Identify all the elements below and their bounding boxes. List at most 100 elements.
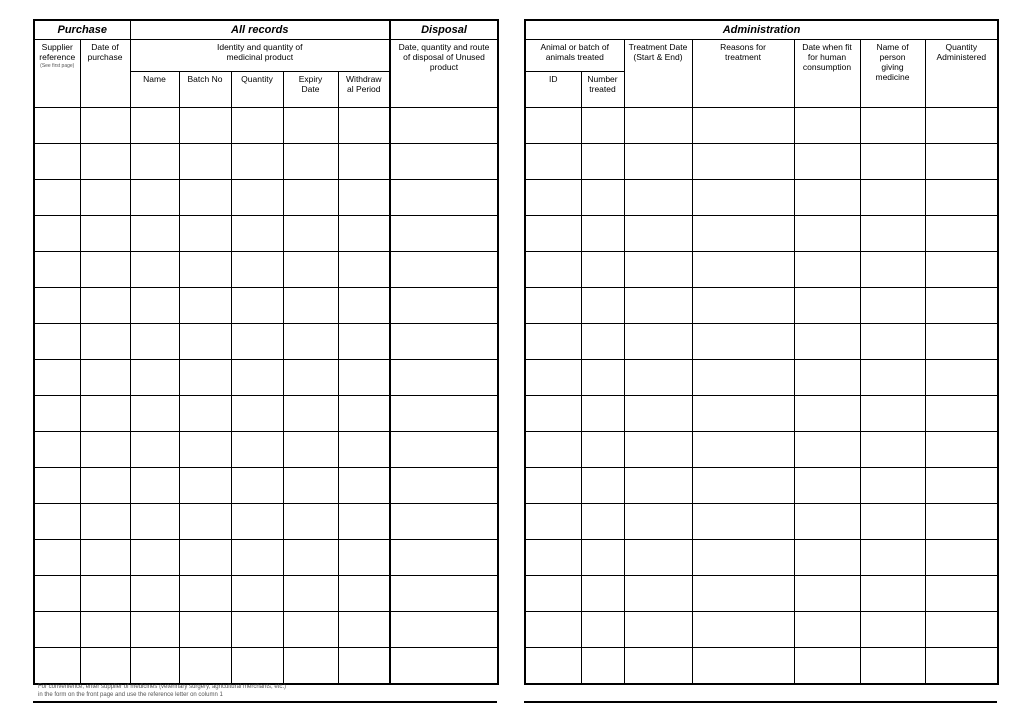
empty-cell [623, 395, 693, 432]
fit-human-label: Date when fit for human consumption [802, 42, 852, 72]
empty-cell [337, 647, 391, 684]
empty-cell [79, 287, 131, 324]
empty-cell [337, 467, 391, 504]
empty-cell [924, 395, 999, 432]
empty-cell [79, 611, 131, 648]
footnote-line-2: in the form on the front page and use th… [38, 692, 223, 698]
empty-cell [580, 107, 625, 144]
empty-cell [337, 395, 391, 432]
table-row [33, 539, 499, 576]
empty-cell [691, 179, 795, 216]
empty-cell [623, 611, 693, 648]
bottom-rule-right [524, 701, 997, 703]
table-row [524, 611, 999, 648]
empty-cell [691, 467, 795, 504]
empty-cell [178, 539, 232, 576]
empty-cell [230, 179, 284, 216]
empty-cell [580, 215, 625, 252]
empty-cell [623, 467, 693, 504]
empty-cell [33, 503, 81, 540]
empty-cell [282, 215, 339, 252]
section-title-row: Purchase All records Disposal [33, 19, 499, 40]
empty-cell [178, 179, 232, 216]
table-row [33, 611, 499, 648]
purchase-disposal-table: Purchase All records Disposal Supplier r… [33, 19, 499, 685]
expiry-date-label: Expiry Date [298, 74, 323, 94]
empty-cell [129, 179, 180, 216]
empty-cell [859, 395, 926, 432]
empty-cell [691, 215, 795, 252]
table-row [33, 395, 499, 432]
empty-cell [178, 323, 232, 360]
empty-cell [793, 323, 861, 360]
header-supplier-reference: Supplier reference (See first page) [33, 39, 81, 108]
empty-cell [33, 575, 81, 612]
supplier-reference-note: (See first page) [40, 63, 75, 69]
empty-cell [230, 143, 284, 180]
empty-cell [389, 539, 499, 576]
empty-cell [924, 323, 999, 360]
reasons-label: Reasons for treatment [720, 42, 766, 62]
empty-cell [282, 143, 339, 180]
empty-cell [859, 575, 926, 612]
empty-cell [337, 251, 391, 288]
empty-cell [129, 467, 180, 504]
empty-cell [178, 647, 232, 684]
empty-cell [33, 611, 81, 648]
empty-cell [178, 395, 232, 432]
empty-cell [524, 251, 582, 288]
header-row: Animal or batch of animals treated Treat… [524, 39, 999, 108]
supplier-reference-label: Supplier reference [39, 42, 76, 62]
administration-table: Administration Animal or batch of animal… [524, 19, 1000, 685]
empty-cell [129, 323, 180, 360]
empty-cell [924, 359, 999, 396]
empty-cell [33, 431, 81, 468]
empty-cell [691, 611, 795, 648]
header-person-giving: Name of person giving medicine [859, 39, 926, 108]
empty-cell [337, 107, 391, 144]
header-row: Supplier reference (See first page) Date… [33, 39, 499, 108]
empty-cell [859, 431, 926, 468]
empty-cell [79, 143, 131, 180]
empty-cell [79, 539, 131, 576]
empty-cell [230, 251, 284, 288]
empty-cell [129, 503, 180, 540]
empty-cell [924, 503, 999, 540]
header-number-treated: Number treated [580, 71, 625, 108]
empty-cell [691, 503, 795, 540]
empty-cell [389, 287, 499, 324]
empty-cell [79, 323, 131, 360]
empty-cell [924, 467, 999, 504]
empty-cell [623, 179, 693, 216]
empty-cell [691, 395, 795, 432]
empty-cell [924, 179, 999, 216]
empty-cell [389, 467, 499, 504]
empty-cell [580, 287, 625, 324]
empty-cell [924, 575, 999, 612]
empty-cell [859, 467, 926, 504]
empty-cell [793, 503, 861, 540]
empty-cell [524, 575, 582, 612]
empty-cell [129, 107, 180, 144]
empty-cell [524, 287, 582, 324]
empty-cell [337, 323, 391, 360]
empty-cell [924, 539, 999, 576]
empty-cell [859, 647, 926, 684]
empty-cell [691, 647, 795, 684]
empty-cell [389, 323, 499, 360]
empty-cell [623, 359, 693, 396]
table-row [33, 107, 499, 144]
empty-cell [282, 467, 339, 504]
empty-cell [389, 107, 499, 144]
empty-cell [79, 395, 131, 432]
empty-cell [623, 647, 693, 684]
empty-cell [859, 251, 926, 288]
empty-cell [623, 143, 693, 180]
table-row [524, 359, 999, 396]
treatment-date-label: Treatment Date (Start & End) [628, 42, 688, 62]
empty-cell [524, 179, 582, 216]
empty-cell [793, 215, 861, 252]
table-row [524, 215, 999, 252]
empty-cell [580, 323, 625, 360]
